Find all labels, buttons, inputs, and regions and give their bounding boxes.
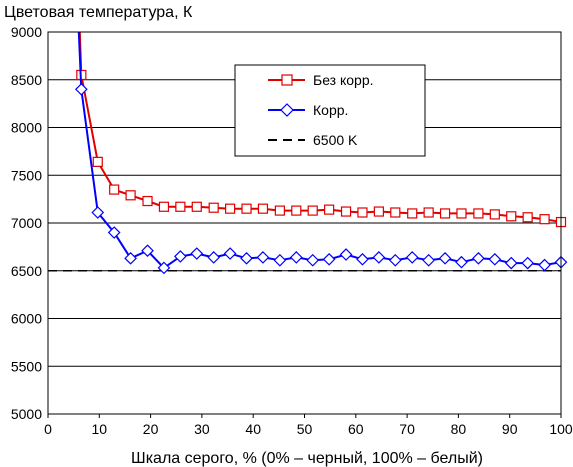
chart-title: Цветовая температура, К: [4, 4, 193, 21]
data-point-marker: [142, 195, 153, 207]
legend-label: Корр.: [313, 102, 348, 118]
data-point-marker: [522, 212, 533, 223]
data-point-marker: [190, 247, 204, 260]
x-tick-label: 50: [297, 421, 313, 437]
data-point-marker: [340, 206, 352, 217]
data-point-marker: [223, 247, 237, 260]
legend: Без корр. Корр. 6500 K: [234, 64, 426, 157]
data-point-marker: [439, 208, 451, 219]
diamond-marker-icon: [280, 103, 294, 117]
data-point-marker: [208, 202, 219, 213]
data-point-marker: [125, 190, 136, 201]
data-point-marker: [175, 201, 186, 212]
data-point-marker: [489, 209, 500, 220]
data-point-marker: [456, 208, 467, 219]
data-point-marker: [372, 251, 386, 264]
x-tick-label: 20: [143, 421, 159, 437]
data-point-marker: [109, 184, 120, 195]
data-point-marker: [539, 214, 550, 225]
data-point-marker: [455, 255, 468, 269]
data-point-marker: [521, 256, 535, 270]
data-point-marker: [225, 203, 236, 214]
legend-label: 6500 K: [313, 132, 358, 148]
square-marker-icon: [281, 74, 293, 86]
x-axis-label: Шкала серого, % (0% – черный, 100% – бел…: [131, 450, 483, 467]
data-point-marker: [373, 206, 384, 217]
data-point-marker: [423, 207, 434, 218]
data-point-marker: [306, 253, 320, 267]
y-tick-label: 7000: [11, 215, 42, 231]
data-point-marker: [405, 251, 419, 264]
x-tick-label: 80: [451, 421, 467, 437]
data-point-marker: [322, 252, 336, 266]
data-point-marker: [488, 252, 502, 266]
data-point-marker: [191, 201, 202, 212]
data-point-marker: [158, 201, 170, 212]
x-tick-label: 60: [348, 421, 364, 437]
data-point-marker: [92, 156, 103, 167]
data-point-marker: [388, 253, 402, 267]
x-tick-label: 40: [245, 421, 261, 437]
series-layer: [74, 31, 568, 275]
y-tick-label: 6500: [11, 263, 42, 279]
legend-item-reference: 6500 K: [268, 132, 358, 148]
data-point-marker: [74, 82, 88, 96]
data-point-marker: [257, 203, 269, 214]
x-tick-label: 100: [549, 421, 573, 437]
legend-label: Без корр.: [313, 72, 374, 88]
x-tick-label: 30: [194, 421, 210, 437]
data-point-marker: [324, 204, 335, 215]
legend-item-series-0: Без корр.: [268, 72, 374, 88]
data-point-marker: [357, 207, 368, 218]
y-tick-label: 5500: [11, 358, 42, 374]
y-tick-label: 7500: [11, 167, 42, 183]
data-point-marker: [390, 207, 401, 218]
data-point-marker: [91, 206, 105, 219]
data-point-marker: [256, 251, 270, 264]
data-point-marker: [174, 250, 187, 263]
data-point-marker: [472, 251, 485, 265]
y-axis-tick-labels: 5000 5500 6000 6500 7000 7500 8000 8500 9000: [11, 24, 42, 422]
data-point-marker: [289, 251, 303, 264]
data-point-marker: [339, 248, 353, 261]
x-axis-tick-labels: 0 10 20 30 40 50 60 70 80 90 100: [44, 414, 573, 437]
data-point-marker: [504, 256, 518, 270]
data-point-marker: [124, 251, 137, 265]
y-tick-label: 8000: [11, 120, 42, 136]
data-point-marker: [438, 251, 452, 265]
data-point-marker: [273, 253, 287, 267]
y-tick-label: 5000: [11, 406, 42, 422]
data-point-marker: [422, 253, 435, 267]
x-tick-label: 10: [92, 421, 108, 437]
legend-box: [234, 64, 426, 157]
data-point-marker: [241, 203, 252, 214]
data-point-marker: [107, 226, 121, 239]
data-point-marker: [356, 252, 369, 266]
data-point-marker: [274, 205, 285, 216]
data-point-marker: [307, 205, 318, 216]
data-point-marker: [538, 258, 551, 272]
y-tick-label: 8500: [11, 72, 42, 88]
x-tick-label: 90: [502, 421, 518, 437]
data-point-marker: [407, 208, 418, 219]
y-tick-label: 9000: [11, 24, 42, 40]
data-point-marker: [141, 244, 154, 258]
data-point-marker: [207, 251, 221, 264]
data-point-marker: [506, 211, 517, 222]
data-point-marker: [240, 251, 253, 265]
legend-item-series-1: Корр.: [268, 102, 348, 118]
y-tick-label: 6000: [11, 311, 42, 327]
data-point-marker: [473, 208, 484, 219]
x-tick-label: 70: [399, 421, 415, 437]
x-tick-label: 0: [44, 421, 52, 437]
data-point-marker: [291, 205, 302, 216]
data-point-marker: [157, 261, 171, 275]
